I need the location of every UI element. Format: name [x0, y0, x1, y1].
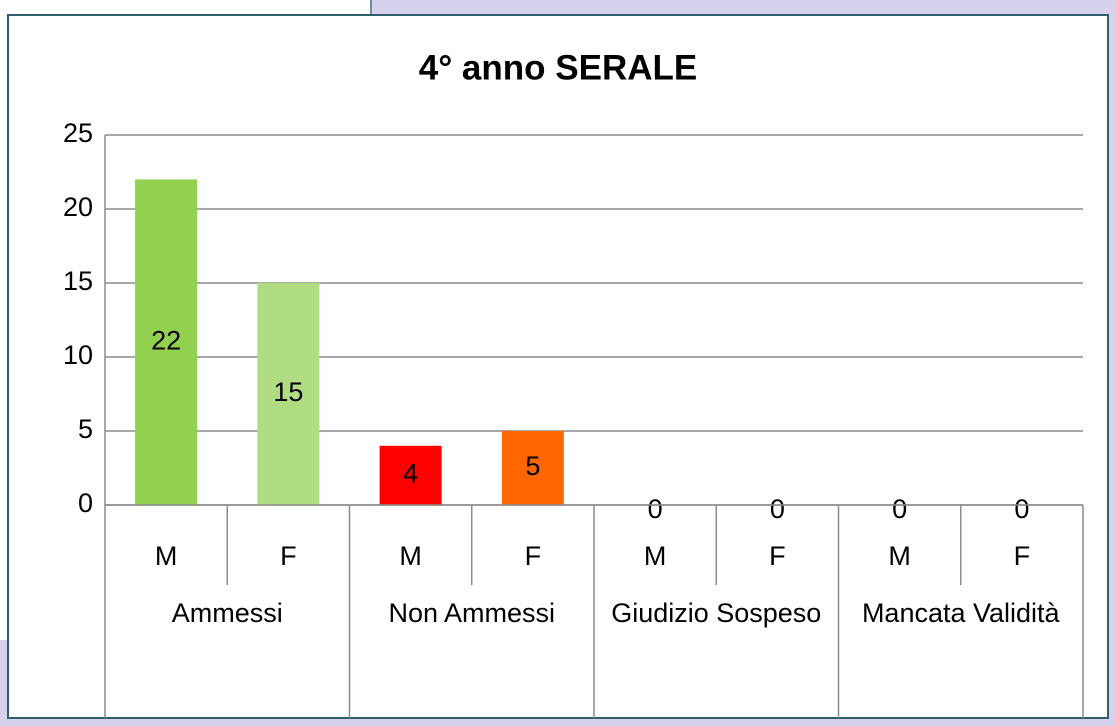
group-label: Non Ammessi [388, 598, 556, 628]
data-label: 0 [648, 494, 663, 524]
bar [257, 283, 320, 505]
data-label: 5 [525, 451, 540, 481]
bar [135, 179, 198, 505]
data-label: 0 [770, 494, 785, 524]
x-tick-label: M [399, 541, 422, 571]
data-label: 0 [892, 494, 907, 524]
group-label: Giudizio Sospeso [611, 598, 822, 628]
x-tick-label: F [1014, 541, 1031, 571]
y-tick-label: 5 [78, 414, 93, 444]
x-tick-label: M [888, 541, 911, 571]
x-tick-label: F [280, 541, 297, 571]
data-label: 4 [403, 459, 418, 489]
y-tick-label: 10 [63, 340, 93, 370]
data-label: 0 [1014, 494, 1029, 524]
y-tick-label: 0 [78, 488, 93, 518]
bar [379, 445, 442, 505]
bar [501, 431, 564, 505]
y-tick-label: 15 [63, 266, 93, 296]
x-tick-label: F [525, 541, 542, 571]
data-label: 22 [151, 325, 181, 355]
group-label: Mancata Validità [861, 598, 1060, 628]
chart-title: 4° anno SERALE [419, 48, 697, 87]
x-tick-label: M [155, 541, 178, 571]
group-label: Ammessi [171, 598, 283, 628]
data-label: 15 [273, 377, 303, 407]
y-tick-label: 25 [63, 118, 93, 148]
x-tick-label: M [644, 541, 667, 571]
y-tick-label: 20 [63, 192, 93, 222]
x-tick-label: F [769, 541, 786, 571]
